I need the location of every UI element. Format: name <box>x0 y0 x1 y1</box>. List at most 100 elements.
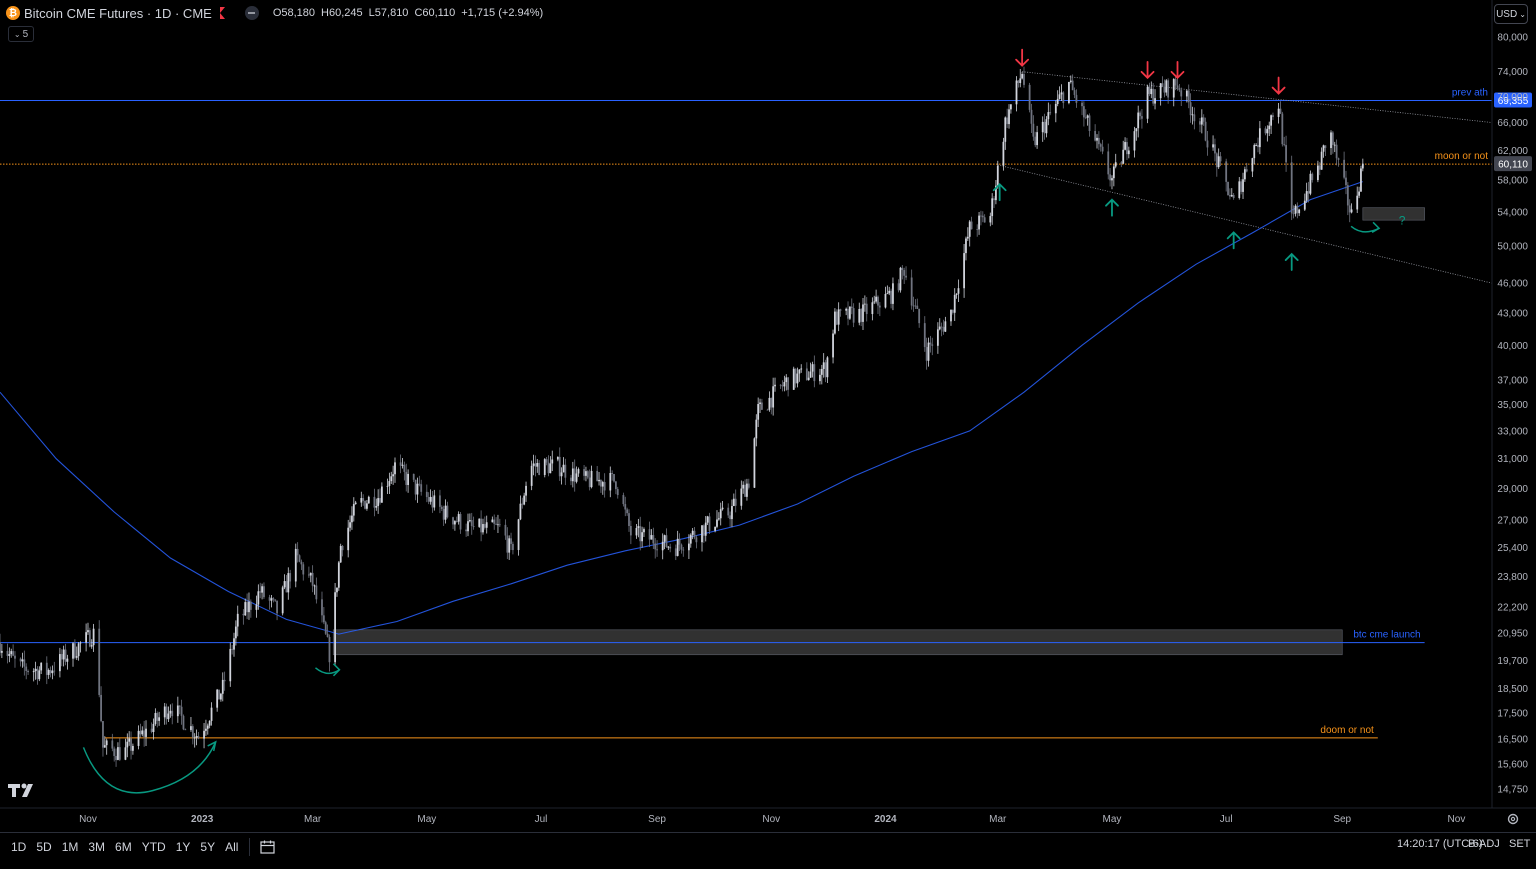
x-tick-label: May <box>417 814 436 825</box>
range-button-5y[interactable]: 5Y <box>200 840 216 854</box>
range-button-1y[interactable]: 1Y <box>175 840 191 854</box>
candle-body <box>480 518 483 533</box>
candle-body <box>903 270 906 276</box>
candle-body <box>1045 119 1048 134</box>
candle-body <box>1281 113 1284 145</box>
range-button-5d[interactable]: 5D <box>36 840 52 854</box>
candle-body <box>193 737 196 739</box>
range-button-all[interactable]: All <box>225 840 239 854</box>
candle-body <box>622 495 625 505</box>
candle-body <box>1290 162 1293 214</box>
range-button-1m[interactable]: 1M <box>61 840 79 854</box>
candle-body <box>334 592 336 663</box>
candle-body <box>231 648 234 650</box>
candle-body <box>394 462 396 475</box>
price-axis: 80,000 74,000 70,000 66,000 62,000 58,000 54,0… <box>1491 0 1528 808</box>
candle-body <box>1272 115 1274 117</box>
candle-body <box>1264 128 1267 134</box>
candle-body <box>190 726 192 730</box>
hide-legend-icon[interactable] <box>244 6 259 20</box>
candle-body <box>656 549 658 551</box>
interval-chip-label: 5 <box>22 28 29 40</box>
candle-body <box>208 720 211 726</box>
candle-body <box>530 465 533 486</box>
flag-icon[interactable] <box>219 7 225 19</box>
candle-body <box>416 483 419 495</box>
candle-body <box>669 546 672 549</box>
candle-body <box>923 323 926 348</box>
candle-body <box>1298 209 1301 214</box>
range-button-3m[interactable]: 3M <box>88 840 106 854</box>
candle-body <box>1204 121 1207 141</box>
currency-selector[interactable]: USD ⌄ <box>1494 4 1528 24</box>
clock-readout[interactable]: 14:20:17 (UTC-6) <box>1397 838 1483 850</box>
interval-chip[interactable]: ⌄ 5 <box>8 26 34 42</box>
session-toggle[interactable]: SET <box>1509 838 1531 850</box>
candle-body <box>390 476 393 482</box>
candle-body <box>963 253 965 289</box>
y-tick-label: 31,000 <box>1497 454 1528 465</box>
candle-body <box>783 382 786 387</box>
symbol-title[interactable]: Bitcoin CME Futures · 1D · CME <box>24 5 212 21</box>
candle-body <box>785 377 788 383</box>
candle-body <box>311 572 314 586</box>
range-button-1d[interactable]: 1D <box>11 840 27 854</box>
up-arrow-icon <box>1226 231 1241 250</box>
y-tick-label: 74,000 <box>1497 67 1528 78</box>
candle-body <box>701 525 703 543</box>
candle-body <box>313 585 316 587</box>
y-tick-label: 15,600 <box>1497 760 1528 771</box>
y-tick-label: 18,500 <box>1497 684 1528 695</box>
candle-body <box>1206 140 1209 148</box>
calendar-icon[interactable] <box>260 840 276 854</box>
candle-body <box>472 525 475 527</box>
adjustment-toggle[interactable]: B-ADJ <box>1468 838 1500 850</box>
candle-body <box>452 517 454 525</box>
candle-body <box>1189 102 1192 116</box>
candle-body <box>534 463 537 467</box>
candle-body <box>944 321 947 332</box>
candle-body <box>0 650 3 653</box>
candle-body <box>10 651 13 655</box>
bottom-toolbar: 1D 5D 1M 3M 6M YTD 1Y 5Y All <box>0 832 1536 861</box>
range-button-ytd[interactable]: YTD <box>141 840 166 854</box>
bitcoin-icon: ₿ <box>6 6 20 20</box>
candle-body <box>1002 141 1005 166</box>
candle-body <box>455 521 458 522</box>
candle-body <box>401 464 404 466</box>
candle-body <box>1135 128 1138 132</box>
candle-body <box>407 473 410 485</box>
candle-body <box>444 505 447 520</box>
candle-body <box>178 705 181 707</box>
candle-body <box>1331 132 1334 145</box>
candle-body <box>586 471 589 478</box>
candle-body <box>72 643 74 659</box>
candle-body <box>1163 86 1166 93</box>
curved-arrow-icon <box>82 741 217 794</box>
candle-body <box>983 217 986 223</box>
candle-body <box>614 481 617 490</box>
candle-body <box>635 527 638 536</box>
candle-body <box>1062 92 1065 103</box>
x-tick-label: Nov <box>79 814 97 825</box>
candle-body <box>695 537 698 543</box>
candle-body <box>1360 168 1362 192</box>
candle-body <box>901 267 904 271</box>
candle-body <box>1307 191 1310 194</box>
candle-body <box>781 385 784 387</box>
candle-body <box>373 496 376 508</box>
candle-body <box>1041 121 1044 133</box>
candle-body <box>234 626 237 639</box>
candle-body <box>482 524 484 533</box>
candle-body <box>117 747 119 760</box>
candle-body <box>936 329 939 346</box>
gear-icon[interactable] <box>1506 812 1520 831</box>
candle-body <box>953 294 956 313</box>
range-button-6m[interactable]: 6M <box>115 840 132 854</box>
candle-body <box>49 670 52 674</box>
candle-body <box>611 473 614 474</box>
last-price-tag <box>1494 156 1532 172</box>
candle-body <box>1333 144 1336 146</box>
